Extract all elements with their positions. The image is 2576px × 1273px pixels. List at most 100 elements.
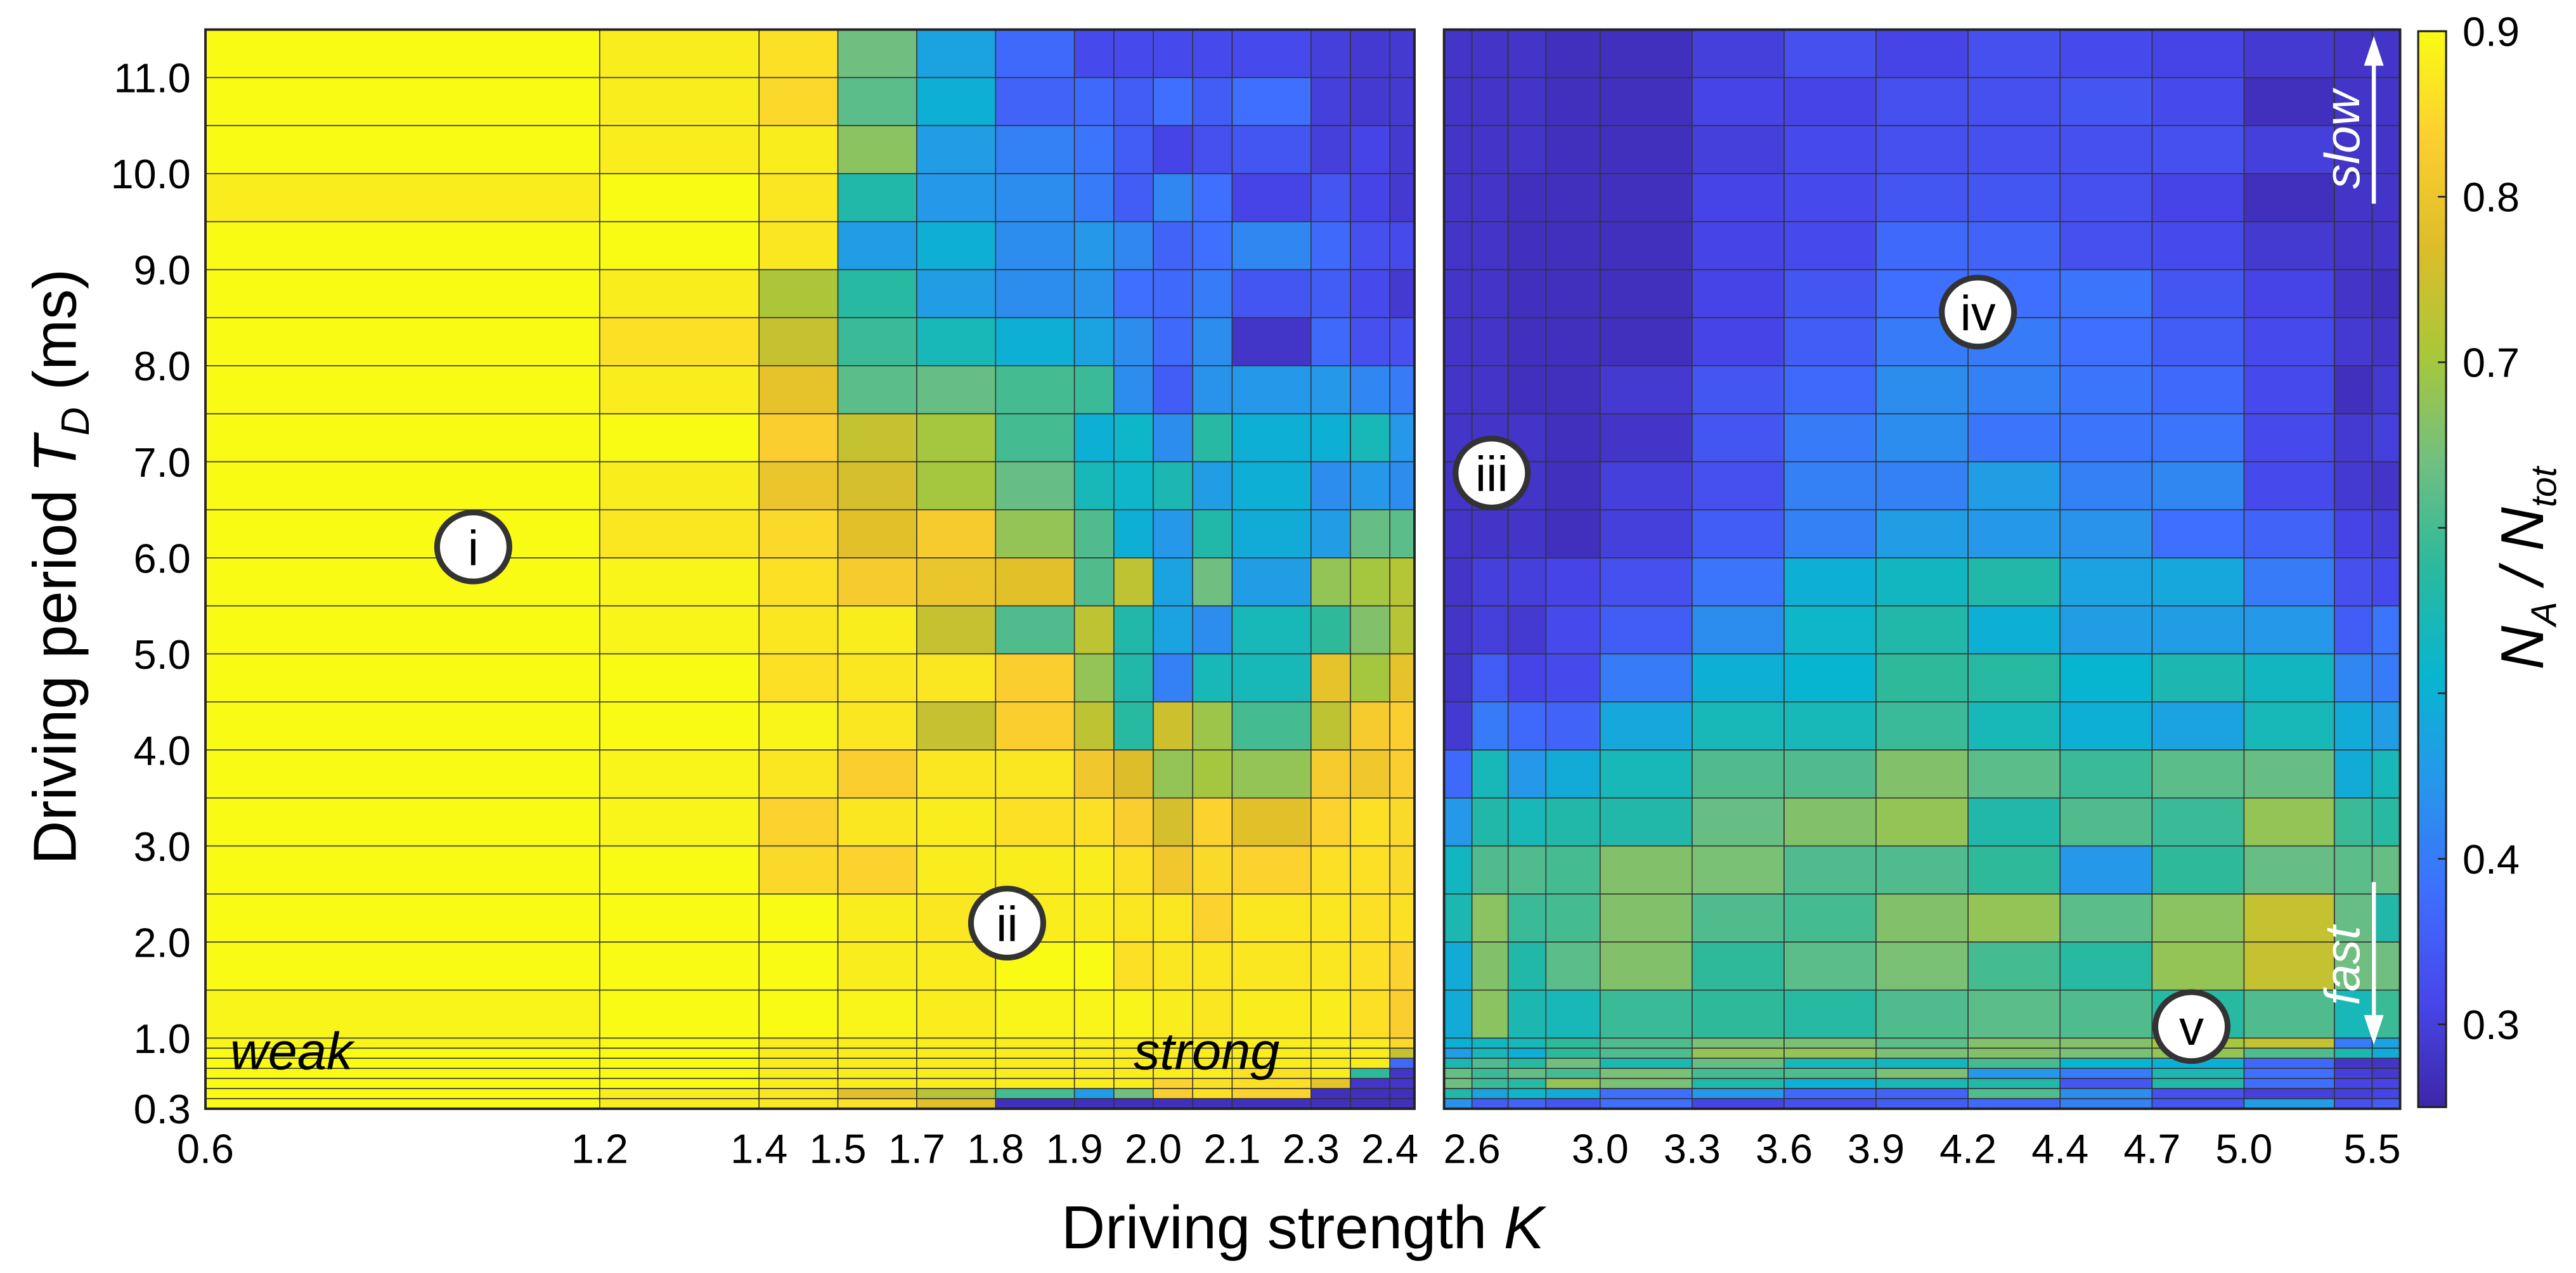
- heatmap-cell: [1875, 989, 1969, 1039]
- heatmap-cell: [837, 125, 917, 174]
- heatmap-cell: [1783, 845, 1877, 895]
- heatmap-cell: [1443, 317, 1473, 366]
- heatmap-cell: [1545, 605, 1601, 655]
- heatmap-cell: [1389, 1078, 1415, 1089]
- heatmap-cell: [599, 29, 760, 79]
- heatmap-cell: [1389, 1068, 1415, 1079]
- heatmap-cell: [2371, 1068, 2401, 1079]
- heatmap-cell: [1350, 557, 1390, 607]
- heatmap-cell: [1310, 797, 1351, 847]
- heatmap-cell: [1783, 1047, 1877, 1059]
- heatmap-cell: [599, 845, 760, 895]
- heatmap-cell: [1310, 413, 1351, 463]
- heatmap-cell: [1113, 413, 1154, 463]
- heatmap-cell: [599, 173, 760, 223]
- heatmap-cell: [1231, 413, 1312, 463]
- heatmap-cell: [1545, 1047, 1601, 1059]
- heatmap-cell: [2334, 845, 2373, 895]
- heatmap-cell: [2371, 1098, 2401, 1109]
- heatmap-cell: [2371, 845, 2401, 895]
- heatmap-cell: [205, 173, 600, 223]
- heatmap-cell: [1113, 365, 1154, 415]
- heatmap-cell: [2243, 125, 2335, 174]
- x-tick-label: 1.9: [1046, 1125, 1103, 1172]
- heatmap-cell: [1967, 1088, 2061, 1099]
- heatmap-cell: [1600, 797, 1693, 847]
- heatmap-cell: [1443, 797, 1473, 847]
- x-tick-label: 1.5: [810, 1125, 867, 1172]
- heatmap-cell: [1545, 797, 1601, 847]
- heatmap-cell: [1231, 989, 1312, 1039]
- heatmap-cell: [205, 29, 600, 79]
- heatmap-cell: [1507, 509, 1547, 559]
- heatmap-cell: [1310, 1068, 1351, 1079]
- heatmap-cell: [1350, 413, 1390, 463]
- heatmap-cell: [1350, 173, 1390, 223]
- heatmap-cell: [1113, 941, 1154, 991]
- heatmap-cell: [1471, 173, 1509, 223]
- heatmap-cell: [1389, 29, 1415, 79]
- heatmap-cell: [2371, 605, 2401, 655]
- heatmap-cell: [2059, 1047, 2153, 1059]
- heatmap-cell: [205, 989, 600, 1039]
- heatmap-cell: [1600, 221, 1693, 271]
- heatmap-cell: [1600, 1057, 1693, 1069]
- heatmap-cell: [1600, 365, 1693, 415]
- heatmap-cell: [1310, 221, 1351, 271]
- heatmap-cell: [1600, 1068, 1693, 1079]
- x-tick-label: 2.4: [1361, 1125, 1418, 1172]
- heatmap-cell: [758, 605, 839, 655]
- heatmap-cell: [2059, 29, 2153, 79]
- heatmap-cell: [1471, 365, 1509, 415]
- heatmap-cell: [1350, 845, 1390, 895]
- heatmap-cell: [837, 893, 917, 943]
- heatmap-cell: [1783, 461, 1877, 510]
- heatmap-cell: [1967, 701, 2061, 751]
- heatmap-cell: [1443, 1098, 1473, 1109]
- heatmap-cell: [1471, 701, 1509, 751]
- heatmap-cell: [205, 461, 600, 510]
- heatmap-cell: [837, 269, 917, 318]
- heatmap-cell: [837, 797, 917, 847]
- heatmap-cell: [758, 509, 839, 559]
- heatmap-cell: [1073, 269, 1115, 318]
- heatmap-cell: [1471, 1057, 1509, 1069]
- heatmap-cell: [1310, 29, 1351, 79]
- heatmap-cell: [1231, 269, 1312, 318]
- heatmap-cell: [995, 173, 1075, 223]
- heatmap-cell: [2059, 413, 2153, 463]
- colorbar-tick-label: 0.9: [2463, 9, 2520, 55]
- heatmap-cell: [205, 941, 600, 991]
- heatmap-cell: [2151, 29, 2245, 79]
- heatmap-cell: [1875, 173, 1969, 223]
- heatmap-cell: [1600, 749, 1693, 799]
- heatmap-cell: [1783, 1098, 1877, 1109]
- heatmap-cell: [1471, 317, 1509, 366]
- heatmap-cell: [1153, 941, 1194, 991]
- heatmap-cell: [1113, 653, 1154, 702]
- heatmap-cell: [2151, 749, 2245, 799]
- heatmap-cell: [2371, 701, 2401, 751]
- heatmap-cell: [2371, 749, 2401, 799]
- heatmap-cell: [995, 989, 1075, 1039]
- heatmap-cell: [1507, 1057, 1547, 1069]
- heatmap-cell: [1153, 173, 1194, 223]
- heatmap-cell: [1113, 557, 1154, 607]
- heatmap-cell: [1967, 797, 2061, 847]
- heatmap-cell: [1073, 893, 1115, 943]
- heatmap-cell: [1783, 941, 1877, 991]
- heatmap-cell: [837, 461, 917, 510]
- heatmap-cell: [1350, 1098, 1390, 1109]
- heatmap-cell: [837, 221, 917, 271]
- heatmap-cell: [916, 605, 997, 655]
- panel-frame: [204, 28, 1416, 1110]
- heatmap-cell: [2371, 1037, 2401, 1049]
- heatmap-cell: [2059, 845, 2153, 895]
- heatmap-cell: [205, 1098, 600, 1109]
- heatmap-cell: [1310, 845, 1351, 895]
- heatmap-cell: [2243, 749, 2335, 799]
- heatmap-cell: [916, 365, 997, 415]
- heatmap-cell: [1783, 893, 1877, 943]
- heatmap-cell: [1692, 269, 1785, 318]
- heatmap-cell: [599, 77, 760, 126]
